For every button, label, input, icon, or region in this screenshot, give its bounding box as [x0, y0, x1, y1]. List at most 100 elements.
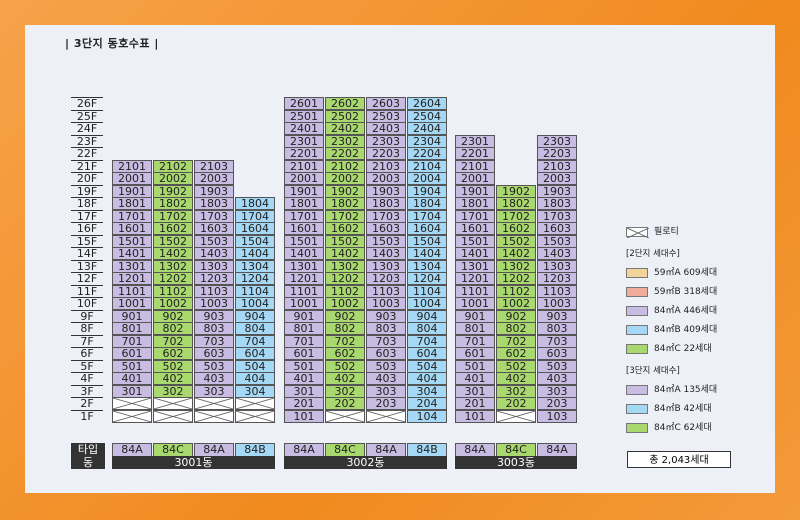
- unit-cell: 1004: [235, 297, 275, 310]
- floor-label: 9F: [71, 309, 103, 323]
- unit-cell: 1702: [325, 209, 365, 223]
- legend-label: 84㎡B 409세대: [654, 324, 718, 335]
- unit-cell: 1102: [325, 284, 365, 298]
- unit-cell: 1801: [284, 197, 324, 210]
- unit-cell: 1103: [194, 284, 234, 298]
- floor-label: 21F: [71, 159, 103, 173]
- legend-item: 59㎡A 609세대: [626, 263, 766, 282]
- floor-label: 20F: [71, 172, 103, 185]
- unit-cell: 301: [284, 384, 324, 398]
- unit-cell: 1503: [194, 234, 234, 248]
- unit-cell: 201: [455, 397, 495, 410]
- unit-cell: 404: [407, 372, 447, 385]
- pilotis-cell: [235, 397, 275, 410]
- unit-cell: 1801: [455, 197, 495, 210]
- unit-cell: 2001: [455, 172, 495, 185]
- legend-item: 59㎡B 318세대: [626, 282, 766, 301]
- floor-label: 24F: [71, 122, 103, 135]
- unit-cell: 2201: [284, 147, 324, 160]
- unit-cell: 2303: [366, 134, 406, 148]
- unit-cell: 2402: [325, 122, 365, 135]
- unit-cell: 403: [194, 372, 234, 385]
- unit-cell: 1403: [366, 247, 406, 260]
- unit-cell: 404: [235, 372, 275, 385]
- unit-cell: 903: [366, 309, 406, 323]
- unit-cell: 701: [112, 334, 152, 348]
- unit-cell: 1101: [284, 284, 324, 298]
- unit-cell: 502: [496, 359, 536, 373]
- unit-cell: 2002: [325, 172, 365, 185]
- unit-cell: 2202: [325, 147, 365, 160]
- unit-cell: 1902: [496, 184, 536, 198]
- pilotis-cell: [153, 409, 193, 423]
- floor-label: 2F: [71, 397, 103, 410]
- unit-cell: 1203: [194, 272, 234, 285]
- unit-cell: 202: [325, 397, 365, 410]
- unit-cell: 1301: [284, 259, 324, 273]
- pilotis-cell: [194, 397, 234, 410]
- unit-cell: 1504: [407, 234, 447, 248]
- legend-label: 84㎡B 42세대: [654, 403, 712, 414]
- unit-cell: 1601: [455, 222, 495, 235]
- legend-swatch: [626, 324, 648, 335]
- floor-label: 12F: [71, 272, 103, 285]
- unit-cell: 2001: [112, 172, 152, 185]
- unit-cell: 1002: [153, 297, 193, 310]
- unit-cell: 1701: [455, 209, 495, 223]
- unit-cell: 803: [366, 322, 406, 335]
- unit-cell: 203: [366, 397, 406, 410]
- unit-cell: 1401: [284, 247, 324, 260]
- unit-cell: 1402: [153, 247, 193, 260]
- unit-cell: 1203: [537, 272, 577, 285]
- legend-swatch: [626, 384, 648, 395]
- unit-cell: 1203: [366, 272, 406, 285]
- pilotis-cell: [153, 397, 193, 410]
- unit-cell: 1501: [112, 234, 152, 248]
- floor-label: 17F: [71, 209, 103, 223]
- unit-cell: 803: [194, 322, 234, 335]
- unit-cell: 2104: [407, 159, 447, 173]
- unit-cell: 501: [284, 359, 324, 373]
- type-cell: 84B: [407, 443, 447, 457]
- unit-cell: 1502: [325, 234, 365, 248]
- unit-cell: 1202: [325, 272, 365, 285]
- unit-cell: 1101: [455, 284, 495, 298]
- legend-swatch: [626, 422, 648, 433]
- unit-cell: 1201: [112, 272, 152, 285]
- legend-swatch: [626, 267, 648, 278]
- unit-cell: 1704: [407, 209, 447, 223]
- unit-cell: 2403: [366, 122, 406, 135]
- unit-cell: 601: [284, 347, 324, 360]
- unit-cell: 702: [496, 334, 536, 348]
- row-head-type: 타입: [71, 443, 105, 456]
- pilotis-cell: [112, 409, 152, 423]
- legend-item: 84㎡B 42세대: [626, 399, 766, 418]
- unit-cell: 503: [366, 359, 406, 373]
- unit-cell: 202: [496, 397, 536, 410]
- unit-cell: 2003: [194, 172, 234, 185]
- unit-cell: 1701: [284, 209, 324, 223]
- unit-cell: 2003: [537, 172, 577, 185]
- unit-cell: 2002: [153, 172, 193, 185]
- unit-cell: 1504: [235, 234, 275, 248]
- unit-cell: 1201: [284, 272, 324, 285]
- unit-cell: 2302: [325, 134, 365, 148]
- legend-item: 84㎡A 135세대: [626, 380, 766, 399]
- unit-cell: 2601: [284, 97, 324, 110]
- unit-cell: 2503: [366, 109, 406, 123]
- unit-cell: 1304: [235, 259, 275, 273]
- floor-label: 4F: [71, 372, 103, 385]
- unit-cell: 401: [455, 372, 495, 385]
- unit-cell: 1802: [325, 197, 365, 210]
- unit-cell: 2203: [366, 147, 406, 160]
- unit-cell: 902: [153, 309, 193, 323]
- unit-cell: 2201: [455, 147, 495, 160]
- floor-label: 3F: [71, 384, 103, 398]
- unit-cell: 603: [194, 347, 234, 360]
- legend-label: 84㎡A 135세대: [654, 384, 718, 395]
- pilotis-cell: [496, 409, 536, 423]
- unit-cell: 1902: [325, 184, 365, 198]
- unit-cell: 1303: [537, 259, 577, 273]
- floor-label: 25F: [71, 109, 103, 123]
- unit-cell: 2602: [325, 97, 365, 110]
